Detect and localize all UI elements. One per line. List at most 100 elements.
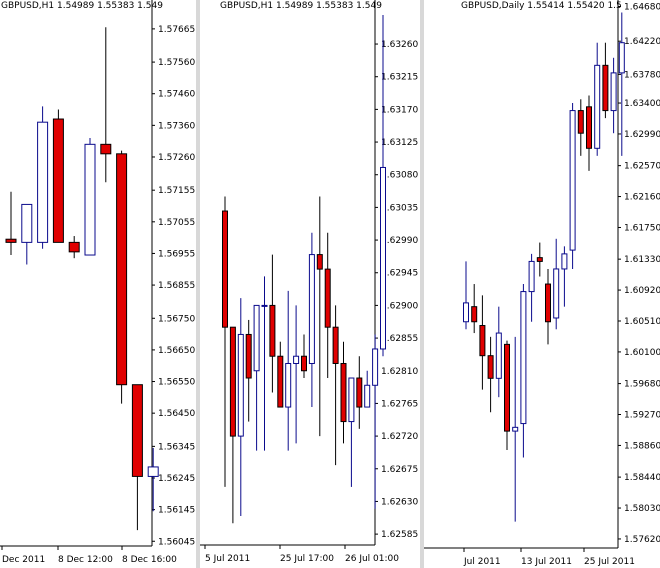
price-tick-label: 1.62990 <box>381 236 418 246</box>
candlestick-chart-3: 1.64680 1.64220 1.63780 1.63400 1.62990 1.625… <box>424 0 660 567</box>
price-tick-label: 1.56345 <box>158 442 195 452</box>
price-tick-label: 1.56045 <box>158 537 195 547</box>
price-tick-label: 1.62900 <box>381 301 418 311</box>
candle-body <box>308 254 315 364</box>
candle <box>536 242 543 277</box>
candle-body <box>545 283 551 323</box>
price-tick-label: 1.63035 <box>381 203 418 213</box>
candle <box>380 15 386 357</box>
time-tick-label: 25 Jul 17:00 <box>280 554 334 564</box>
candle-body <box>253 304 260 372</box>
price-tick-label: 1.63215 <box>381 73 418 83</box>
price-tick-label: 1.61750 <box>624 223 660 233</box>
price-tick-label: 1.60920 <box>624 286 660 296</box>
candle-body <box>463 302 469 323</box>
candle <box>618 12 625 156</box>
candle <box>229 326 236 524</box>
candle <box>84 138 96 256</box>
candle <box>293 305 300 444</box>
price-tick-label: 1.57055 <box>158 218 195 228</box>
candle-body <box>380 166 386 350</box>
time-tick-label: 25 Jul 2011 <box>584 557 635 567</box>
time-tick-label: 13 Jul 2011 <box>521 557 572 567</box>
panel-divider-2[interactable] <box>420 0 424 568</box>
candle <box>324 232 331 379</box>
price-tick-label: 1.58030 <box>624 504 660 514</box>
price-tick-label: 1.63125 <box>381 138 418 148</box>
price-tick-label: 1.59270 <box>624 411 660 421</box>
price-tick-label: 1.60100 <box>624 348 660 358</box>
candle-body <box>301 355 307 372</box>
price-tick-label: 1.62855 <box>381 334 418 344</box>
candle <box>364 370 371 408</box>
price-tick-label: 1.63170 <box>381 105 418 115</box>
price-tick-label: 1.61330 <box>624 255 660 265</box>
candle <box>285 290 292 451</box>
price-tick-label: 1.63780 <box>624 70 660 80</box>
price-tick-label: 1.58440 <box>624 473 660 483</box>
price-tick-label: 1.57260 <box>158 153 195 163</box>
candle <box>222 196 228 487</box>
candle-body <box>586 106 592 149</box>
candle-body <box>479 325 486 357</box>
price-tick-label: 1.57560 <box>158 58 195 68</box>
candle <box>602 42 609 119</box>
candle-body <box>332 326 339 364</box>
candle-body <box>293 355 300 364</box>
candle <box>487 336 494 413</box>
price-tick-label: 1.62160 <box>624 193 660 203</box>
price-tick-label: 1.62675 <box>381 465 418 475</box>
candle-body <box>324 268 331 328</box>
candle-body <box>52 118 64 243</box>
price-tick-label: 1.57620 <box>624 535 660 545</box>
candle-body <box>602 64 609 112</box>
candle-body <box>147 466 159 477</box>
candle-body <box>504 343 510 432</box>
panel-divider-1[interactable] <box>196 0 200 568</box>
candle <box>131 384 143 531</box>
chart-panel-1: 1.57665 1.57560 1.57460 1.57360 1.57260 1.571… <box>0 0 196 568</box>
candle <box>610 57 617 134</box>
candle-body <box>536 257 543 262</box>
candle <box>569 103 576 269</box>
candle <box>68 236 80 259</box>
candle-body <box>237 333 244 437</box>
candle <box>471 284 478 334</box>
price-tick-label: 1.64220 <box>624 37 660 47</box>
candle <box>520 284 527 458</box>
candle-body <box>37 121 49 243</box>
candle <box>301 334 307 379</box>
candle <box>356 356 363 429</box>
price-tick-label: 1.56550 <box>158 378 195 388</box>
candle <box>512 336 519 522</box>
price-tick-label: 1.63260 <box>381 40 418 50</box>
candle-body <box>269 304 276 357</box>
candle <box>116 150 128 404</box>
candle-body <box>495 332 502 379</box>
candle <box>261 276 268 451</box>
chart-title-2: GBPUSD,H1 1.54989 1.55383 1.549 <box>220 1 382 11</box>
candle <box>528 253 535 322</box>
price-tick-label: 1.62630 <box>381 497 418 507</box>
candle-body <box>100 143 112 155</box>
candle <box>348 377 355 487</box>
candle-body <box>610 72 617 112</box>
candle <box>594 42 601 156</box>
candle <box>316 196 323 437</box>
candle-body <box>356 377 363 408</box>
candle <box>277 341 284 408</box>
candle <box>463 261 469 330</box>
candle-body <box>285 362 292 408</box>
time-tick-label: 8 Dec 12:00 <box>58 555 113 565</box>
candle-body <box>21 203 33 243</box>
candle-body <box>131 384 143 477</box>
candle <box>147 447 159 512</box>
candle <box>545 268 551 345</box>
time-tick-label: 5 Jul 2011 <box>205 554 250 564</box>
candle <box>504 340 510 450</box>
candle-body <box>520 291 527 425</box>
candle-body <box>553 268 560 319</box>
candle-body <box>245 333 252 379</box>
price-tick-label: 1.62990 <box>624 130 660 140</box>
candle <box>577 99 584 156</box>
